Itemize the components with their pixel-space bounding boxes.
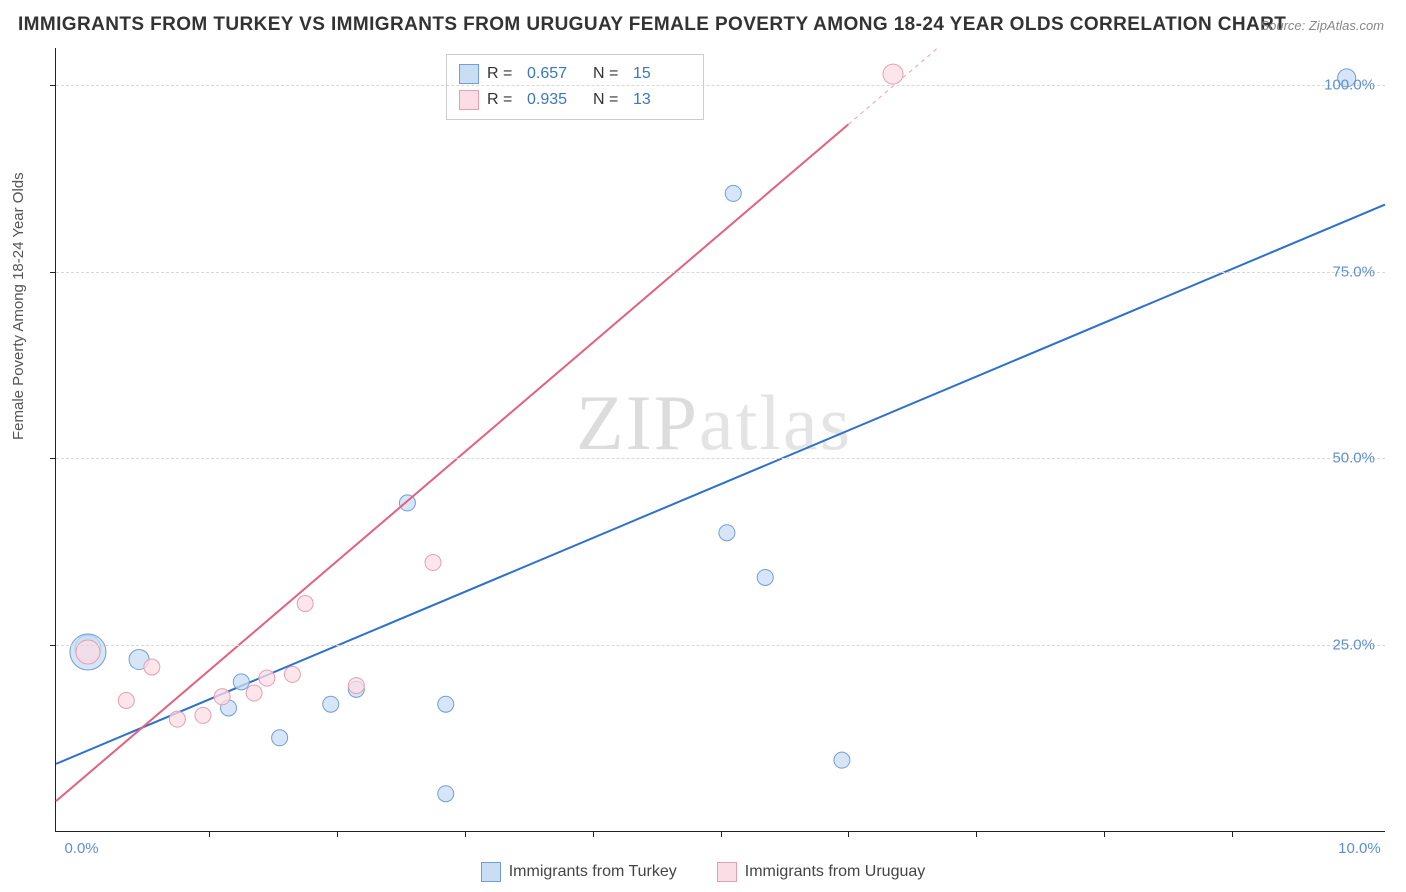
chart-svg — [56, 48, 1385, 831]
y-tick-label: 75.0% — [1332, 263, 1375, 280]
y-tick-label: 25.0% — [1332, 636, 1375, 653]
legend-label: Immigrants from Uruguay — [745, 863, 926, 881]
legend-n-value: 13 — [633, 91, 691, 109]
legend-row: R = 0.657 N = 15 — [459, 61, 691, 87]
legend-correlation: R = 0.657 N = 15 R = 0.935 N = 13 — [446, 54, 704, 120]
gridline — [56, 645, 1385, 646]
legend-swatch — [481, 862, 501, 882]
legend-series: Immigrants from Turkey Immigrants from U… — [0, 862, 1406, 882]
source-credit: Source: ZipAtlas.com — [1260, 18, 1384, 33]
legend-r-value: 0.935 — [527, 91, 585, 109]
legend-swatch — [717, 862, 737, 882]
legend-swatch — [459, 90, 479, 110]
legend-swatch — [459, 64, 479, 84]
gridline — [56, 272, 1385, 273]
x-tick-label: 10.0% — [1338, 840, 1381, 857]
legend-item: Immigrants from Turkey — [481, 862, 677, 882]
gridline — [56, 458, 1385, 459]
gridline — [56, 85, 1385, 86]
legend-n-label: N = — [593, 65, 625, 83]
legend-r-label: R = — [487, 65, 519, 83]
y-tick-label: 100.0% — [1324, 77, 1375, 94]
y-axis-label: Female Poverty Among 18-24 Year Olds — [10, 172, 27, 440]
legend-item: Immigrants from Uruguay — [717, 862, 926, 882]
plot-area: ZIPatlas R = 0.657 N = 15 R = 0.935 N = … — [55, 48, 1385, 832]
chart-title: IMMIGRANTS FROM TURKEY VS IMMIGRANTS FRO… — [18, 14, 1286, 36]
legend-label: Immigrants from Turkey — [509, 863, 677, 881]
x-tick-label: 0.0% — [64, 840, 98, 857]
legend-r-label: R = — [487, 91, 519, 109]
legend-row: R = 0.935 N = 13 — [459, 87, 691, 113]
legend-n-label: N = — [593, 91, 625, 109]
legend-r-value: 0.657 — [527, 65, 585, 83]
y-tick-label: 50.0% — [1332, 450, 1375, 467]
legend-n-value: 15 — [633, 65, 691, 83]
